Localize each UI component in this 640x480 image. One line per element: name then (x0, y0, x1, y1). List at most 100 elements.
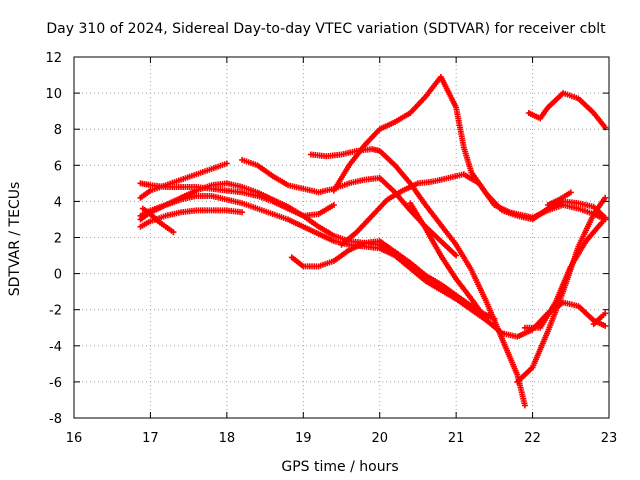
data-point (317, 212, 320, 216)
data-point (454, 254, 458, 257)
data-point (179, 211, 183, 214)
data-point (546, 106, 550, 109)
data-point (569, 191, 572, 194)
data-point (409, 266, 412, 270)
data-point (523, 404, 527, 407)
data-point (439, 288, 443, 292)
data-point (523, 214, 527, 218)
data-point (370, 214, 374, 218)
data-point (603, 196, 607, 199)
data-point (531, 366, 534, 369)
data-point (439, 223, 443, 227)
data-point (355, 230, 358, 234)
y-tick-label: 0 (54, 268, 62, 283)
data-point (516, 380, 519, 384)
data-point (340, 243, 343, 246)
data-point (439, 283, 443, 286)
y-axis-title: SDTVAR / TECUs (7, 182, 23, 297)
data-point (347, 248, 351, 252)
data-point (149, 183, 152, 187)
data-point (141, 207, 144, 210)
data-point (584, 239, 588, 243)
data-point (439, 239, 443, 243)
data-point (378, 149, 381, 153)
data-series (137, 73, 609, 409)
data-point (347, 164, 351, 167)
axis-ticks: 16 17 18 19 20 21 22 23 -8 -6 -4 -2 0 2 4 6 8 10 12 (45, 51, 617, 446)
data-point (539, 117, 542, 120)
data-point (577, 207, 580, 210)
data-point (462, 173, 465, 176)
data-point (256, 164, 259, 167)
data-point (347, 182, 351, 185)
data-point (195, 173, 198, 176)
data-point (195, 194, 198, 198)
data-point (554, 301, 557, 304)
data-point (470, 268, 473, 272)
y-tick-label: 8 (54, 123, 62, 138)
series-markers (525, 90, 609, 131)
data-point (424, 203, 427, 207)
x-tick-label: 20 (371, 431, 388, 446)
series-arc8 (288, 238, 490, 324)
data-point (592, 212, 595, 216)
series-arc16 (544, 189, 574, 208)
data-point (393, 120, 397, 124)
data-point (179, 198, 183, 201)
y-tick-label: 10 (45, 87, 62, 102)
data-point (603, 126, 607, 129)
data-point (558, 198, 561, 201)
data-point (378, 247, 381, 250)
data-point (164, 214, 167, 218)
data-point (290, 256, 294, 259)
series-markers (137, 180, 498, 322)
data-point (210, 187, 213, 190)
y-tick-label: -2 (49, 304, 62, 319)
data-point (332, 203, 336, 207)
data-point (561, 91, 565, 95)
data-point (592, 111, 595, 115)
y-tick-label: -6 (49, 376, 62, 391)
data-point (454, 243, 458, 246)
data-point (149, 212, 152, 216)
data-point (309, 153, 313, 156)
x-tick-label: 21 (448, 431, 465, 446)
data-point (363, 178, 366, 181)
data-point (317, 191, 320, 194)
data-point (302, 187, 305, 190)
data-point (470, 297, 473, 301)
y-tick-label: 2 (54, 232, 62, 247)
data-point (470, 171, 473, 174)
data-point (603, 312, 607, 315)
data-point (286, 218, 290, 221)
data-point (546, 330, 550, 333)
data-point (210, 167, 213, 171)
series-markers (338, 171, 609, 248)
data-point (603, 218, 607, 221)
data-point (454, 277, 458, 281)
data-point (347, 243, 351, 246)
x-axis-title: GPS time / hours (281, 459, 398, 475)
data-point (531, 216, 534, 219)
data-point (286, 207, 290, 210)
x-tick-label: 22 (524, 431, 541, 446)
data-point (516, 373, 519, 376)
data-point (546, 203, 550, 207)
data-point (332, 234, 336, 237)
data-point (393, 250, 397, 254)
x-tick-label: 16 (66, 431, 83, 446)
data-point (416, 182, 420, 185)
data-point (401, 189, 404, 192)
data-point (603, 324, 607, 328)
data-point (386, 198, 389, 201)
data-point (527, 111, 530, 115)
data-point (256, 191, 259, 194)
data-point (577, 202, 580, 205)
data-point (577, 304, 580, 308)
data-point (139, 225, 142, 228)
data-point (561, 203, 565, 207)
data-point (470, 308, 473, 311)
data-point (179, 178, 183, 181)
chart-title: Day 310 of 2024, Sidereal Day-to-day VTE… (46, 21, 606, 37)
